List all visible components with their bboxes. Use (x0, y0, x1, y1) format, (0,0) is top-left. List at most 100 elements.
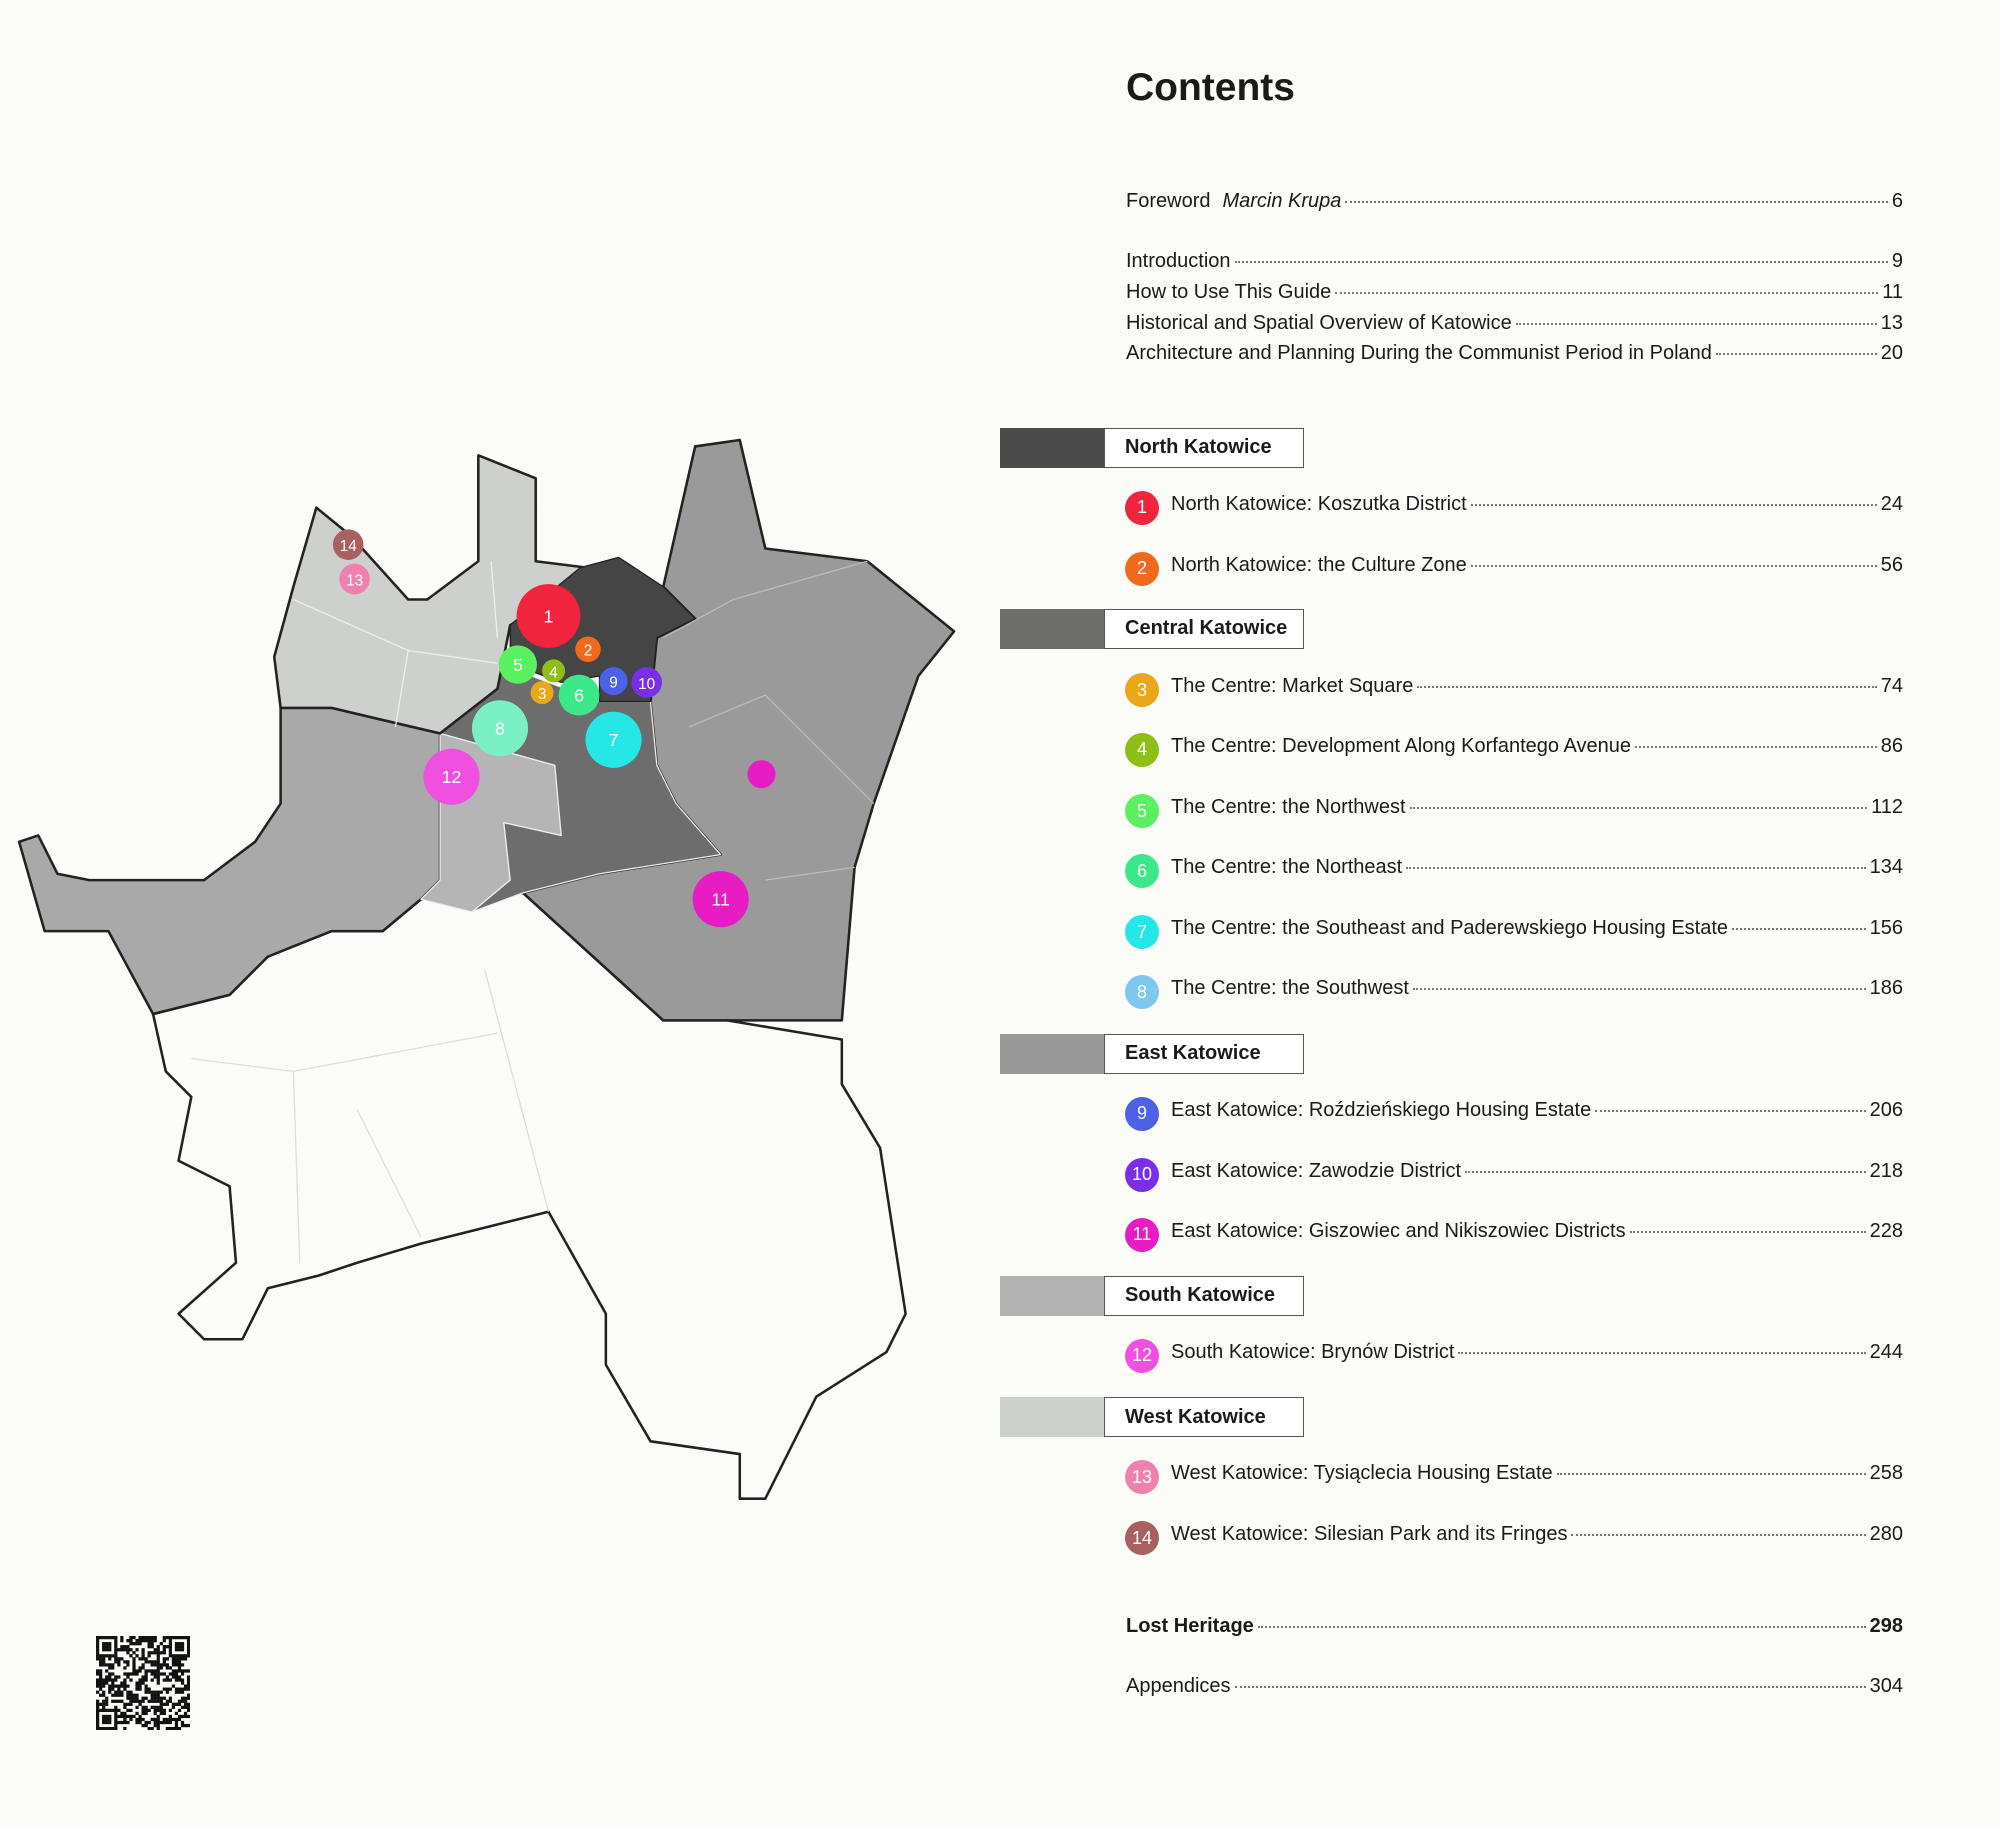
qr-module (138, 1642, 142, 1646)
qr-module (150, 1636, 154, 1640)
qr-module (174, 1675, 179, 1679)
qr-module (168, 1678, 173, 1682)
qr-module (147, 1660, 151, 1664)
qr-module (105, 1636, 109, 1640)
map-marker (498, 645, 537, 684)
qr-module (138, 1657, 142, 1661)
qr-module (120, 1690, 124, 1694)
qr-module (168, 1714, 173, 1719)
qr-module (180, 1678, 185, 1682)
qr-module (135, 1699, 139, 1703)
qr-module (117, 1657, 121, 1661)
page-number: 280 (1869, 1523, 1903, 1546)
qr-module (108, 1645, 112, 1649)
qr-module (147, 1651, 151, 1655)
map-marker-label: 2 (584, 643, 593, 660)
qr-module (162, 1648, 166, 1652)
qr-module (138, 1687, 142, 1691)
qr-module (120, 1636, 124, 1640)
qr-module (153, 1696, 157, 1700)
qr-module (174, 1657, 179, 1661)
section-bar (1000, 1275, 1104, 1316)
qr-module (171, 1669, 176, 1673)
qr-module (105, 1663, 109, 1667)
leader-dots (1732, 928, 1866, 931)
chapter-number: 11 (1125, 1217, 1159, 1252)
qr-module (171, 1705, 176, 1709)
qr-module (120, 1639, 124, 1643)
qr-module (126, 1663, 130, 1667)
qr-module (159, 1642, 163, 1646)
qr-module (135, 1684, 139, 1688)
qr-module (96, 1657, 100, 1661)
qr-module (141, 1696, 145, 1700)
entry-title: Historical and Spatial Overview of Katow… (1126, 311, 1512, 334)
qr-module (147, 1654, 151, 1658)
qr-module (171, 1702, 176, 1706)
qr-module (186, 1651, 190, 1655)
qr-module (108, 1654, 112, 1658)
qr-module (123, 1726, 127, 1730)
qr-module (180, 1645, 185, 1649)
chapter-number: 6 (1125, 854, 1159, 889)
qr-module (174, 1672, 179, 1676)
qr-module (99, 1678, 103, 1682)
qr-module (105, 1696, 109, 1700)
qr-module (114, 1711, 118, 1716)
section-name: North Katowice (1104, 427, 1304, 468)
qr-module (141, 1678, 145, 1682)
qr-module (174, 1726, 179, 1730)
qr-module (138, 1702, 142, 1706)
qr-module (111, 1663, 115, 1667)
qr-module (126, 1684, 130, 1688)
qr-module (108, 1720, 112, 1725)
page-number: 74 (1880, 675, 1903, 698)
qr-module (111, 1636, 115, 1640)
qr-module (126, 1639, 130, 1643)
qr-module (117, 1687, 121, 1691)
qr-module (129, 1636, 133, 1640)
qr-module (105, 1645, 109, 1649)
qr-module (132, 1693, 136, 1697)
qr-module (117, 1675, 121, 1679)
qr-module (114, 1714, 118, 1719)
section-name: South Katowice (1104, 1275, 1304, 1316)
qr-module (180, 1705, 185, 1709)
leader-dots (1335, 291, 1879, 294)
qr-module (159, 1666, 163, 1670)
section-header: East Katowice (1000, 1033, 1304, 1074)
qr-module (153, 1648, 157, 1652)
qr-module (138, 1639, 142, 1643)
qr-module (135, 1717, 139, 1722)
qr-module (144, 1690, 148, 1694)
qr-module (108, 1684, 112, 1688)
qr-module (174, 1660, 179, 1664)
section-header: South Katowice (1000, 1275, 1304, 1316)
qr-module (126, 1720, 130, 1725)
map-marker-label: 14 (340, 538, 358, 555)
entry-title: North Katowice: the Culture Zone (1171, 553, 1467, 576)
page-number: 298 (1869, 1615, 1903, 1638)
qr-module (174, 1687, 179, 1691)
qr-module (147, 1642, 151, 1646)
qr-module (156, 1717, 160, 1722)
qr-module (129, 1717, 133, 1722)
qr-module (102, 1717, 106, 1722)
qr-module (186, 1669, 190, 1673)
qr-module (186, 1639, 190, 1643)
qr-module (141, 1711, 145, 1716)
qr-module (186, 1642, 190, 1646)
chapter-number: 1 (1125, 490, 1159, 525)
contents-title: Contents (1126, 66, 1295, 109)
qr-module (114, 1675, 118, 1679)
qr-module (174, 1678, 179, 1682)
qr-module (186, 1693, 190, 1697)
qr-module (174, 1645, 179, 1649)
qr-module (138, 1666, 142, 1670)
qr-module (171, 1672, 176, 1676)
qr-module (165, 1717, 169, 1722)
qr-module (156, 1705, 160, 1709)
qr-module (183, 1687, 188, 1691)
leader-dots (1515, 322, 1877, 325)
section-bar (1000, 608, 1104, 649)
